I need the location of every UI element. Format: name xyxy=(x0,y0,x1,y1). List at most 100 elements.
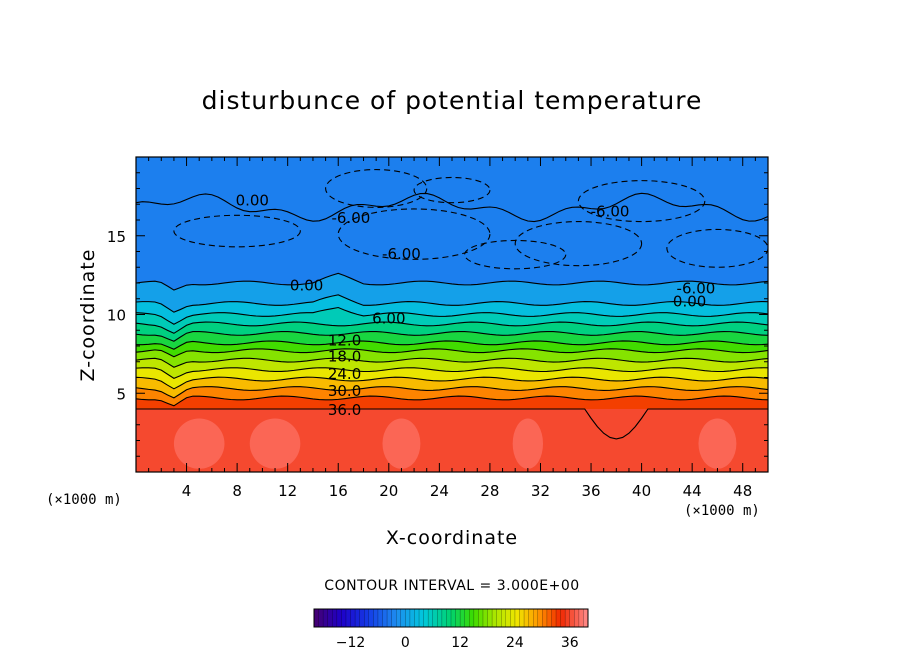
y-tick-label: 5 xyxy=(116,385,126,403)
contour-line xyxy=(136,272,768,291)
x-axis-unit: (×1000 m) xyxy=(684,503,760,519)
colorbar-cell xyxy=(537,609,543,627)
warm-streak xyxy=(249,418,301,469)
colorbar-cell xyxy=(409,609,415,627)
x-tick-label: 4 xyxy=(182,482,192,500)
colorbar-cell xyxy=(455,609,461,627)
colorbar-cell xyxy=(524,609,530,627)
negative-contour xyxy=(464,239,567,270)
colorbar-cell xyxy=(514,609,520,627)
colorbar-cell xyxy=(556,609,562,627)
colorbar-cell xyxy=(364,609,370,627)
colorbar-cell xyxy=(437,609,443,627)
colorbar-cell xyxy=(414,609,420,627)
colorbar-tick-label: 36 xyxy=(561,635,579,651)
x-tick-label: 20 xyxy=(379,482,398,500)
colorbar-cell xyxy=(391,609,397,627)
x-tick-label: 16 xyxy=(329,482,348,500)
contour-line xyxy=(136,357,768,368)
colorbar-cell xyxy=(482,609,489,627)
plot-area: 0.00-6.00 -6.00-6.000.00 -6.000.006.0012.0… xyxy=(136,157,768,472)
contour-label: 6.00 xyxy=(372,310,405,328)
colorbar-cell xyxy=(400,609,406,627)
x-tick-label: 12 xyxy=(278,482,297,500)
warm-streak xyxy=(512,418,544,469)
contour-label: -6.00 xyxy=(591,203,630,221)
x-tick-label: 44 xyxy=(683,482,702,500)
colorbar-cell xyxy=(318,609,324,627)
colorbar-tick-label: 24 xyxy=(506,635,524,651)
colorbar-cell xyxy=(387,609,393,627)
colorbar-cell xyxy=(382,609,388,627)
y-tick-label: 10 xyxy=(107,307,126,325)
contour-label: 0.00 xyxy=(236,192,269,210)
warm-streak xyxy=(698,418,737,469)
colorbar-cell xyxy=(473,609,479,627)
contour-label: 0.00 xyxy=(673,292,706,310)
colorbar-cell xyxy=(528,609,534,627)
contour-line xyxy=(136,386,768,399)
colorbar-tick-label: 0 xyxy=(401,635,410,651)
colorbar-cell xyxy=(446,609,452,627)
color-band xyxy=(136,409,768,472)
colorbar-cell xyxy=(327,609,333,627)
x-tick-label: 48 xyxy=(733,482,752,500)
colorbar-cell xyxy=(469,609,475,627)
colorbar-cell xyxy=(501,609,507,627)
colorbar-cell xyxy=(323,609,329,627)
contour-line xyxy=(136,330,768,342)
contour-line xyxy=(136,408,768,440)
contour-line xyxy=(136,340,768,350)
contour-label: -6.00 xyxy=(382,245,421,263)
colorbar-cell xyxy=(345,609,352,627)
colorbar-cell xyxy=(492,609,498,627)
colorbar-cell xyxy=(314,609,320,627)
contour-line xyxy=(136,294,768,313)
contour-label: 30.0 xyxy=(328,382,361,400)
colorbar-cell xyxy=(350,609,356,627)
chart-title: disturbunce of potential temperature xyxy=(201,86,703,115)
x-tick-label: 24 xyxy=(430,482,449,500)
colorbar-cell xyxy=(396,609,402,627)
negative-contour xyxy=(577,180,706,223)
colorbar-cell xyxy=(419,609,425,627)
contour-label: -6.00 xyxy=(331,209,370,227)
colorbar-cell xyxy=(478,609,484,627)
colorbar-cell xyxy=(510,609,516,627)
colorbar-cell xyxy=(569,609,575,627)
colorbar-cell xyxy=(336,609,342,627)
contour-label: 18.0 xyxy=(328,347,361,365)
colorbar-cell xyxy=(341,609,347,627)
colorbar-cell xyxy=(451,609,457,627)
warm-streak xyxy=(173,418,225,469)
contour-interval-text: CONTOUR INTERVAL = 3.000E+00 xyxy=(324,578,580,594)
contour-line xyxy=(136,192,768,223)
contour-label: -6.00 xyxy=(677,280,716,298)
y-axis-unit: (×1000 m) xyxy=(46,492,122,508)
x-tick-label: 40 xyxy=(632,482,651,500)
colorbar-cell xyxy=(487,609,493,627)
colorbar-cell xyxy=(565,609,571,627)
colorbar-cell xyxy=(546,609,552,627)
colorbar-cell xyxy=(560,609,566,627)
colorbar-frame xyxy=(313,608,589,628)
negative-contour xyxy=(337,208,491,260)
negative-contour xyxy=(413,176,491,204)
negative-contour xyxy=(514,221,643,267)
x-tick-label: 32 xyxy=(531,482,550,500)
colorbar-cell xyxy=(551,609,557,627)
colorbar-cell xyxy=(460,609,466,627)
contour-label: 0.00 xyxy=(290,277,323,295)
colorbar-cell xyxy=(368,609,374,627)
colorbar-cell xyxy=(405,609,411,627)
colorbar-cell xyxy=(332,609,338,627)
colorbar-cell xyxy=(542,609,548,627)
colorbar-cell xyxy=(359,609,365,627)
contour-line xyxy=(136,376,768,390)
colorbar-tick-label: 12 xyxy=(451,635,469,651)
negative-contour xyxy=(173,214,301,248)
colorbar-cell xyxy=(464,609,470,627)
x-tick-label: 28 xyxy=(480,482,499,500)
colorbar-cell xyxy=(355,609,361,627)
colorbar-cell xyxy=(441,609,447,627)
